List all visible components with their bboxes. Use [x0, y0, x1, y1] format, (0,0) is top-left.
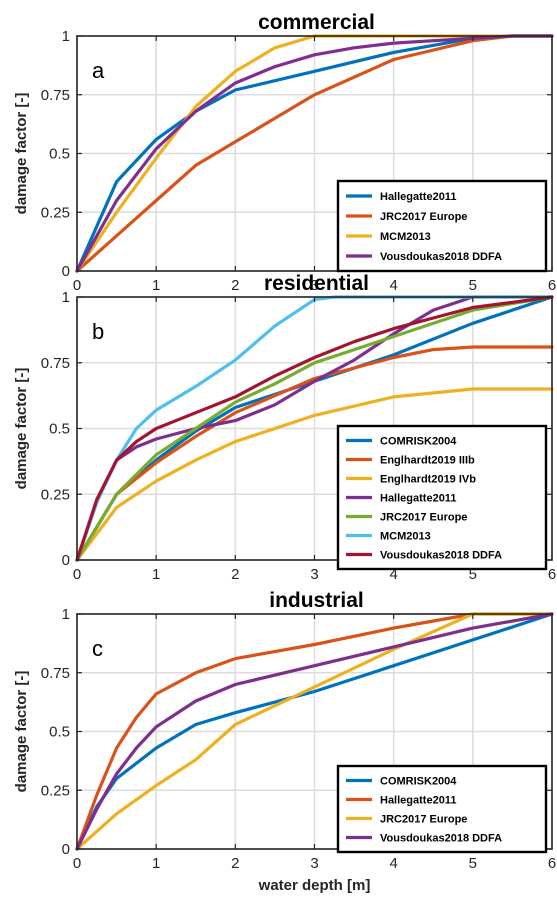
legend-entry-label: Hallegatte2011 — [380, 191, 456, 203]
x-tick-label: 2 — [231, 855, 239, 872]
x-tick-label: 6 — [548, 277, 556, 294]
legend: Hallegatte2011 JRC2017 Europe MCM2013 Vousd… — [336, 179, 548, 273]
y-tick-label: 1 — [62, 28, 70, 45]
y-axis-label: damage factor [-] — [13, 93, 30, 215]
x-tick-label: 4 — [389, 855, 397, 872]
series-line-jrc2017-europe — [75, 295, 554, 562]
y-tick-label: 0.5 — [49, 146, 70, 163]
panel-title: commercial — [258, 11, 375, 34]
x-tick-label: 6 — [548, 855, 556, 872]
y-tick-label: 0.25 — [41, 204, 70, 221]
legend-entry-label: Englhardt2019 IVb — [380, 474, 476, 486]
legend-entry-label: MCM2013 — [380, 531, 431, 543]
legend: COMRISK2004 Englhardt2019 IIIb Englhardt20… — [336, 424, 548, 571]
legend-entry-label: JRC2017 Europe — [380, 512, 467, 524]
y-tick-label: 0 — [62, 263, 70, 280]
x-tick-label: 0 — [73, 566, 81, 583]
legend-box — [336, 764, 548, 854]
y-tick-label: 0.5 — [49, 724, 70, 741]
y-tick-label: 0 — [62, 552, 70, 569]
chart-panel-c: 0 1 2 3 4 5 6 0 0.25 0.5 0.75 1 industrial damage fac… — [13, 589, 556, 894]
legend-entry-label: Hallegatte2011 — [380, 795, 456, 807]
legend-box — [336, 424, 548, 571]
x-tick-label: 4 — [389, 566, 397, 583]
legend-entry-label: COMRISK2004 — [380, 436, 457, 448]
x-tick-label: 3 — [310, 277, 318, 294]
legend-entry-label: JRC2017 Europe — [380, 211, 467, 223]
series-line-jrc2017-europe — [75, 612, 554, 851]
y-tick-label: 0.25 — [41, 486, 70, 503]
x-tick-label: 0 — [73, 277, 81, 294]
legend-entry-label: Vousdoukas2018 DDFA — [380, 550, 502, 562]
y-tick-label: 0.25 — [41, 782, 70, 799]
legend: COMRISK2004 Hallegatte2011 JRC2017 Europe V… — [336, 764, 548, 854]
x-tick-label: 5 — [469, 855, 477, 872]
x-tick-label: 1 — [152, 277, 160, 294]
panel-title: industrial — [269, 589, 364, 612]
x-tick-label: 3 — [310, 566, 318, 583]
x-tick-label: 6 — [548, 566, 556, 583]
x-tick-label: 2 — [231, 277, 239, 294]
chart-panel-a: 0 1 2 3 4 5 6 0 0.25 0.5 0.75 1 commercial damage fac… — [13, 11, 556, 294]
legend-entry-label: MCM2013 — [380, 231, 431, 243]
legend-entry-label: Hallegatte2011 — [380, 493, 456, 505]
panel-letter: a — [92, 58, 105, 83]
legend-entry-label: Vousdoukas2018 DDFA — [380, 251, 502, 263]
y-axis-label: damage factor [-] — [13, 671, 30, 793]
y-tick-label: 1 — [62, 606, 70, 623]
x-tick-label: 4 — [389, 277, 397, 294]
y-tick-label: 0.5 — [49, 421, 70, 438]
x-tick-label: 2 — [231, 566, 239, 583]
series-line-vousdoukas2018-ddfa — [75, 295, 554, 562]
x-tick-label: 1 — [152, 855, 160, 872]
y-tick-label: 1 — [62, 289, 70, 306]
series-line-englhardt2019-ivb — [75, 387, 554, 562]
y-tick-label: 0.75 — [41, 665, 70, 682]
panel-title: residential — [264, 272, 369, 295]
x-axis-label: water depth [m] — [258, 877, 371, 894]
legend-entry-label: JRC2017 Europe — [380, 814, 467, 826]
legend-entry-label: COMRISK2004 — [380, 776, 457, 788]
series-line-englhardt2019-iiib — [75, 345, 554, 562]
series-line-vousdoukas2018-ddfa — [75, 612, 554, 851]
x-tick-label: 3 — [310, 855, 318, 872]
y-tick-label: 0.75 — [41, 355, 70, 372]
x-tick-label: 5 — [469, 566, 477, 583]
x-tick-label: 5 — [469, 277, 477, 294]
panel-letter: b — [92, 319, 104, 344]
x-tick-label: 0 — [73, 855, 81, 872]
legend-box — [336, 179, 548, 273]
x-tick-label: 1 — [152, 566, 160, 583]
y-tick-label: 0 — [62, 841, 70, 858]
panel-letter: c — [92, 636, 103, 661]
legend-entry-label: Vousdoukas2018 DDFA — [380, 833, 502, 845]
y-tick-label: 0.75 — [41, 87, 70, 104]
legend-entry-label: Englhardt2019 IIIb — [380, 455, 475, 467]
y-axis-label: damage factor [-] — [13, 368, 30, 490]
